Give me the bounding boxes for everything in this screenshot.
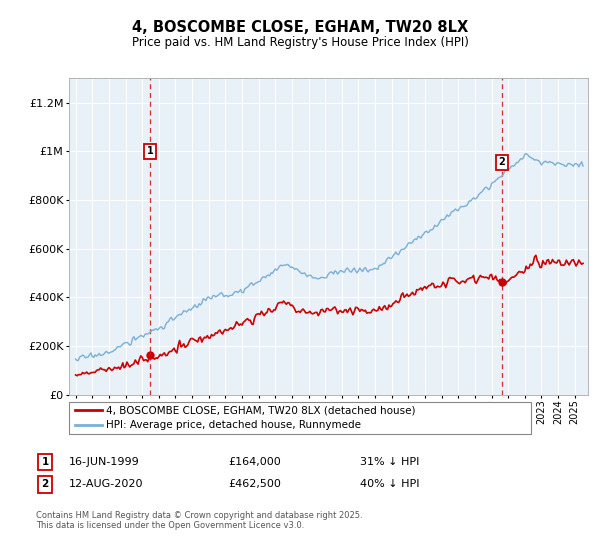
Text: 1: 1 (41, 457, 49, 467)
Text: 4, BOSCOMBE CLOSE, EGHAM, TW20 8LX (detached house): 4, BOSCOMBE CLOSE, EGHAM, TW20 8LX (deta… (106, 405, 416, 416)
Text: Contains HM Land Registry data © Crown copyright and database right 2025.
This d: Contains HM Land Registry data © Crown c… (36, 511, 362, 530)
Text: 16-JUN-1999: 16-JUN-1999 (69, 457, 140, 467)
Text: 4, BOSCOMBE CLOSE, EGHAM, TW20 8LX: 4, BOSCOMBE CLOSE, EGHAM, TW20 8LX (132, 20, 468, 35)
Text: 2: 2 (499, 157, 505, 167)
Text: £164,000: £164,000 (228, 457, 281, 467)
Text: 31% ↓ HPI: 31% ↓ HPI (360, 457, 419, 467)
Text: 12-AUG-2020: 12-AUG-2020 (69, 479, 143, 489)
Text: 2: 2 (41, 479, 49, 489)
Text: 40% ↓ HPI: 40% ↓ HPI (360, 479, 419, 489)
Text: Price paid vs. HM Land Registry's House Price Index (HPI): Price paid vs. HM Land Registry's House … (131, 36, 469, 49)
Text: 1: 1 (146, 146, 153, 156)
Text: HPI: Average price, detached house, Runnymede: HPI: Average price, detached house, Runn… (106, 420, 361, 430)
Text: £462,500: £462,500 (228, 479, 281, 489)
